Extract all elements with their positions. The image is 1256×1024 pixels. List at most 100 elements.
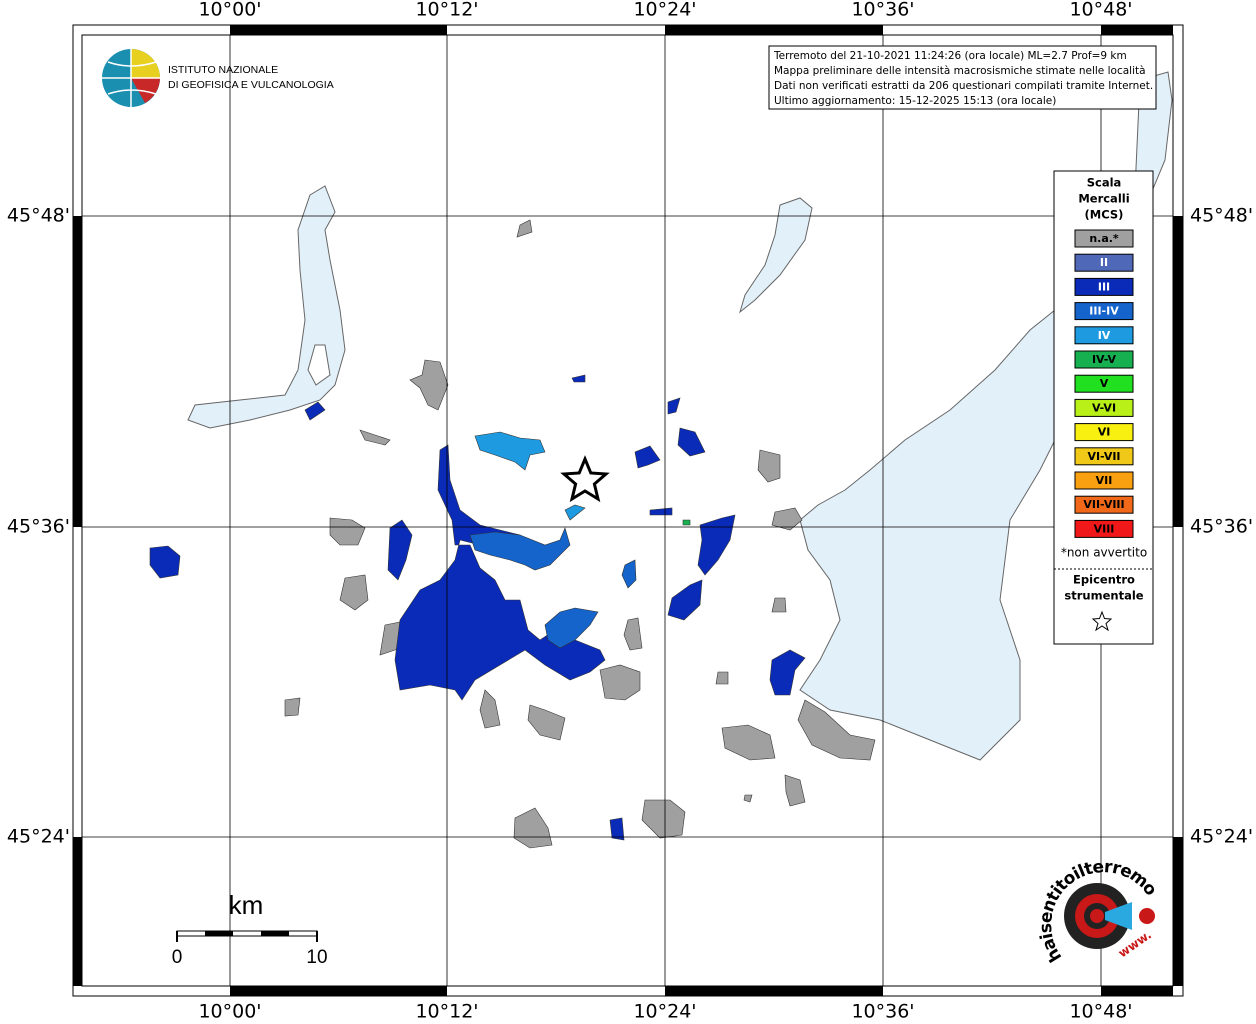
institute-line: DI GEOFISICA E VULCANOLOGIA [168,79,334,91]
ingv-logo: ISTITUTO NAZIONALE DI GEOFISICA E VULCAN… [102,49,334,107]
frame [72,24,1184,997]
municipality [387,519,413,581]
frame-band [665,986,883,996]
legend-label: IV-V [1092,353,1117,366]
frame-band [1101,986,1173,996]
municipality [359,429,391,446]
municipality [564,504,586,521]
right-label: 45°48' [1190,205,1253,227]
legend-swatch [1074,302,1134,321]
frame-band [73,837,82,986]
frame-band [230,986,447,996]
frame-band [1173,837,1183,986]
scale-bar: km 0 10 [172,890,328,968]
epicenter-star [560,455,610,503]
legend-star [1091,610,1113,632]
legend-label: VII-VIII [1083,498,1124,511]
legend-title: (MCS) [1085,208,1124,222]
info-line: Dati non verificati estratti da 206 ques… [774,80,1153,92]
scale-seg [205,931,233,936]
legend-swatch [1074,519,1134,538]
municipality [149,545,181,579]
municipality [641,799,686,839]
municipality [479,689,501,729]
left-label: 45°36' [7,516,70,538]
legend-epicenter: strumentale [1064,589,1143,603]
municipality [513,807,553,849]
lake [739,197,813,314]
legend-swatch [1074,374,1134,393]
frame-band [1173,216,1183,527]
logo-lines [102,49,160,107]
legend-swatch [1074,253,1134,272]
top-label: 10°48' [1069,0,1132,21]
municipality [682,519,691,526]
legend-title: Mercalli [1078,192,1129,206]
municipality [757,449,781,483]
municipality [743,794,753,803]
info-line: Terremoto del 21-10-2021 11:24:26 (ora l… [773,50,1127,62]
legend-epicenter: Epicentro [1073,573,1135,587]
info-line: Mappa preliminare delle intensità macros… [774,65,1146,77]
bottom-label: 10°24' [633,1001,696,1023]
legend-title: Scala [1087,176,1122,190]
frame-band [230,25,447,35]
municipality [667,397,681,415]
legend-label: V-VI [1092,401,1116,414]
legend-swatch [1074,447,1134,466]
municipality [784,774,806,807]
legend-label: IV [1098,329,1111,342]
legend: Scala Mercalli (MCS) *non avvertito Epic… [1053,170,1154,645]
municipality [304,401,326,421]
municipality [771,507,803,531]
municipality [284,697,301,717]
frame-band [665,25,883,35]
municipality [571,374,586,383]
legend-label: III-IV [1089,305,1119,318]
legend-swatch [1074,471,1134,490]
legend-swatch [1074,495,1134,514]
municipality [339,574,369,611]
scale-unit: km [229,890,264,920]
top-label: 10°36' [851,0,914,21]
bottom-label: 10°36' [851,1001,914,1023]
municipality [609,817,625,841]
map-shapes [149,71,1173,849]
legend-swatch [1074,350,1134,369]
lake [187,185,346,429]
municipality [527,704,566,741]
legend-swatch [1074,423,1134,442]
legend-swatch [1074,398,1134,417]
right-label: 45°36' [1190,516,1253,538]
municipality [697,514,736,576]
legend-label: III [1098,280,1110,293]
bottom-label: 10°48' [1069,1001,1132,1023]
municipality [721,724,776,761]
municipality [623,617,643,651]
top-label: 10°12' [415,0,478,21]
municipality [715,671,729,685]
top-label: 10°00' [198,0,261,21]
scale-end: 10 [306,947,327,968]
legend-label: VII [1096,474,1113,487]
legend-label: VIII [1094,522,1115,535]
scale-seg [261,931,289,936]
left-label: 45°24' [7,826,70,848]
municipality [771,597,787,613]
municipality [474,431,546,471]
legend-swatch [1074,326,1134,345]
municipality [797,699,876,761]
municipality [599,664,641,701]
legend-label: VI [1098,426,1111,439]
municipality [769,649,806,696]
legend-swatch [1074,229,1134,248]
legend-swatch [1074,277,1134,296]
bottom-label: 10°00' [198,1001,261,1023]
scale-frame [176,930,318,937]
bottom-label: 10°12' [415,1001,478,1023]
institute-line: ISTITUTO NAZIONALE [168,64,278,76]
